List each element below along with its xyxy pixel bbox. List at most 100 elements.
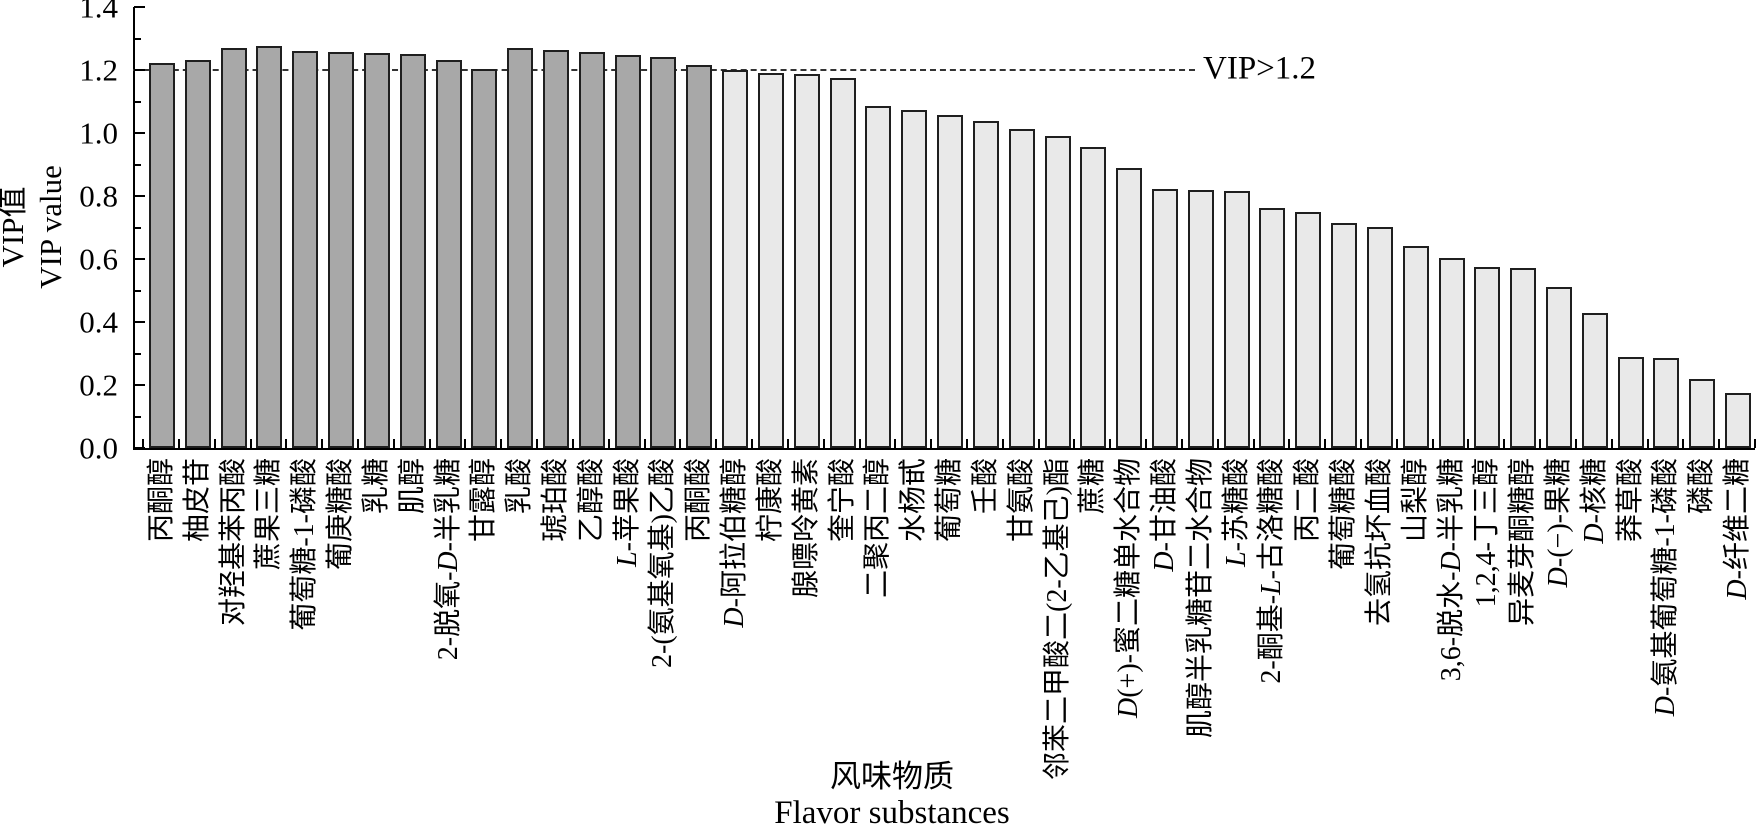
x-tick bbox=[1180, 439, 1183, 448]
y-tick-label: 0.6 bbox=[79, 241, 118, 277]
bar-12 bbox=[543, 50, 570, 448]
bar-45 bbox=[1725, 393, 1752, 448]
bar-30 bbox=[1187, 190, 1214, 448]
y-tick-label: 0.2 bbox=[79, 367, 118, 403]
y-major-tick bbox=[134, 321, 145, 323]
x-tick bbox=[643, 439, 646, 448]
x-tick bbox=[321, 439, 324, 448]
bar-25 bbox=[1008, 129, 1035, 448]
bar-14 bbox=[614, 55, 641, 448]
bar-33 bbox=[1295, 212, 1322, 448]
bar-41 bbox=[1581, 313, 1608, 448]
threshold-label: VIP>1.2 bbox=[1203, 50, 1317, 87]
bar-35 bbox=[1366, 227, 1393, 448]
bar-11 bbox=[507, 48, 534, 448]
bar-36 bbox=[1402, 246, 1429, 448]
bar-23 bbox=[937, 115, 964, 448]
y-major-tick bbox=[134, 384, 145, 386]
bar-24 bbox=[972, 121, 999, 448]
x-tick bbox=[965, 439, 968, 448]
bar-3 bbox=[220, 48, 247, 448]
x-tick bbox=[392, 439, 395, 448]
x-axis-title-en: Flavor substances bbox=[774, 795, 1010, 831]
x-tick bbox=[1145, 439, 1148, 448]
bar-34 bbox=[1331, 223, 1358, 448]
bar-37 bbox=[1438, 258, 1465, 448]
bar-17 bbox=[722, 70, 749, 448]
x-tick bbox=[1718, 439, 1721, 448]
y-major-tick bbox=[134, 195, 145, 197]
x-tick bbox=[1467, 439, 1470, 448]
x-tick bbox=[500, 439, 503, 448]
bar-32 bbox=[1259, 208, 1286, 448]
bar-28 bbox=[1116, 168, 1143, 448]
x-tick bbox=[464, 439, 467, 448]
x-tick bbox=[1216, 439, 1219, 448]
bar-22 bbox=[901, 110, 928, 448]
x-tick bbox=[1646, 439, 1649, 448]
x-tick bbox=[1754, 439, 1756, 448]
x-tick bbox=[894, 439, 897, 448]
x-tick bbox=[822, 439, 825, 448]
bar-2 bbox=[184, 60, 211, 448]
bar-9 bbox=[435, 60, 462, 448]
bar-20 bbox=[829, 78, 856, 448]
y-major-tick bbox=[134, 69, 145, 71]
bar-29 bbox=[1151, 189, 1178, 448]
x-tick bbox=[428, 439, 431, 448]
y-minor-tick bbox=[134, 289, 141, 292]
bar-21 bbox=[865, 106, 892, 448]
bar-44 bbox=[1689, 379, 1716, 448]
bar-27 bbox=[1080, 147, 1107, 448]
x-tick bbox=[1037, 439, 1040, 448]
x-tick bbox=[1359, 439, 1362, 448]
y-tick-label: 1.4 bbox=[79, 0, 118, 25]
bar-31 bbox=[1223, 191, 1250, 448]
y-minor-tick bbox=[134, 226, 141, 229]
y-tick-label: 0.8 bbox=[79, 178, 118, 214]
bar-40 bbox=[1545, 287, 1572, 448]
x-tick bbox=[1431, 439, 1434, 448]
y-tick-label: 0.0 bbox=[79, 430, 118, 466]
y-tick-label: 0.4 bbox=[79, 304, 118, 340]
bar-43 bbox=[1653, 358, 1680, 448]
x-axis-title-cn: 风味物质 bbox=[830, 759, 954, 794]
y-major-tick bbox=[134, 447, 145, 449]
x-tick bbox=[1252, 439, 1255, 448]
y-axis-line bbox=[133, 7, 135, 450]
bar-1 bbox=[149, 63, 175, 448]
y-minor-tick bbox=[134, 163, 141, 166]
bar-19 bbox=[793, 74, 820, 448]
y-tick-label: 1.0 bbox=[79, 115, 118, 151]
bar-39 bbox=[1510, 268, 1537, 448]
y-minor-tick bbox=[134, 37, 141, 40]
x-tick bbox=[142, 439, 145, 448]
bar-8 bbox=[399, 54, 426, 448]
x-tick bbox=[357, 439, 360, 448]
bar-13 bbox=[578, 52, 605, 448]
x-tick bbox=[1001, 439, 1004, 448]
bar-16 bbox=[686, 65, 713, 448]
x-tick bbox=[930, 439, 933, 448]
x-tick bbox=[1395, 439, 1398, 448]
x-tick bbox=[679, 439, 682, 448]
x-tick bbox=[751, 439, 754, 448]
bar-7 bbox=[363, 53, 390, 448]
y-major-tick bbox=[134, 6, 145, 8]
bar-18 bbox=[757, 73, 784, 448]
y-minor-tick bbox=[134, 352, 141, 355]
x-tick bbox=[1324, 439, 1327, 448]
y-major-tick bbox=[134, 132, 145, 134]
x-tick bbox=[607, 439, 610, 448]
x-tick bbox=[213, 439, 216, 448]
x-tick bbox=[1574, 439, 1577, 448]
bar-26 bbox=[1044, 136, 1071, 448]
y-minor-tick bbox=[134, 415, 141, 418]
x-tick bbox=[1503, 439, 1506, 448]
x-tick bbox=[1539, 439, 1542, 448]
x-tick bbox=[1288, 439, 1291, 448]
y-tick-label: 1.2 bbox=[79, 52, 118, 88]
y-major-tick bbox=[134, 258, 145, 260]
x-tick bbox=[571, 439, 574, 448]
